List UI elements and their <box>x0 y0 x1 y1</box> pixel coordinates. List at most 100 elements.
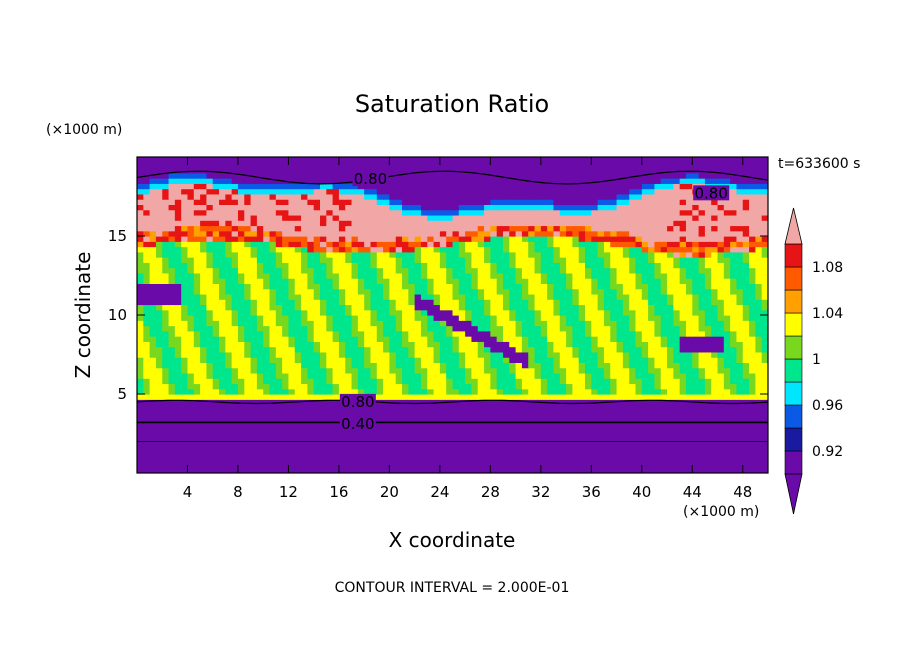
field-cell <box>711 246 719 253</box>
field-cell <box>566 388 573 395</box>
field-cell <box>477 451 485 458</box>
field-cell <box>389 467 397 473</box>
field-cell <box>364 436 372 442</box>
field-cell <box>200 441 208 448</box>
field-cell <box>137 320 144 327</box>
field-cell <box>408 451 416 458</box>
field-cell <box>155 283 163 290</box>
field-cell <box>231 336 239 342</box>
field-cell <box>332 415 340 421</box>
field-cell <box>679 293 687 300</box>
field-cell <box>534 225 542 232</box>
field-cell <box>244 425 252 432</box>
field-cell <box>395 214 403 221</box>
field-cell <box>288 446 296 453</box>
field-cell <box>162 299 170 306</box>
field-cell <box>496 236 504 242</box>
field-cell <box>187 320 195 327</box>
field-cell <box>667 230 674 237</box>
field-cell <box>345 283 353 290</box>
field-cell <box>187 262 195 269</box>
field-cell <box>181 451 189 458</box>
field-cell <box>572 467 580 473</box>
field-cell <box>383 388 390 395</box>
field-cell <box>742 378 750 385</box>
field-cell <box>566 436 573 442</box>
field-cell <box>301 209 308 216</box>
field-cell <box>572 378 580 385</box>
field-cell <box>540 283 548 290</box>
field-cell <box>534 388 542 395</box>
field-cell <box>591 420 599 427</box>
field-cell <box>458 236 466 242</box>
field-cell <box>730 251 738 258</box>
saturation-field: 0.800.800.800.40 <box>137 157 768 473</box>
field-cell <box>282 441 290 448</box>
field-cell <box>357 457 365 464</box>
field-cell <box>603 451 611 458</box>
field-cell <box>458 262 466 269</box>
field-cell <box>698 336 706 342</box>
field-cell <box>206 220 214 227</box>
field-cell <box>301 372 308 379</box>
field-cell <box>603 315 611 321</box>
field-cell <box>553 425 561 432</box>
field-cell <box>667 409 674 416</box>
field-cell <box>553 272 561 279</box>
field-cell <box>168 420 176 427</box>
field-cell <box>616 272 624 279</box>
field-cell <box>685 409 693 416</box>
field-cell <box>547 304 555 311</box>
field-cell <box>137 251 144 258</box>
field-cell <box>200 462 208 469</box>
field-cell <box>572 357 580 363</box>
field-cell <box>395 430 403 437</box>
field-cell <box>673 267 681 274</box>
field-cell <box>622 241 630 248</box>
field-cell <box>395 404 403 411</box>
field-cell <box>648 257 656 263</box>
field-cell <box>717 288 725 295</box>
field-cell <box>187 415 195 421</box>
field-cell <box>553 367 561 374</box>
field-cell <box>692 346 700 353</box>
field-cell <box>383 320 390 327</box>
field-cell <box>654 467 662 473</box>
field-cell <box>351 246 359 253</box>
field-cell <box>275 430 283 437</box>
field-cell <box>193 325 201 332</box>
field-cell <box>364 230 372 237</box>
field-cell <box>515 262 523 269</box>
field-cell <box>471 378 479 385</box>
field-cell <box>673 262 681 269</box>
field-cell <box>149 309 157 316</box>
field-cell <box>610 251 618 258</box>
field-cell <box>137 220 144 227</box>
field-cell <box>313 278 321 284</box>
field-cell <box>193 341 201 348</box>
field-cell <box>149 325 157 332</box>
field-cell <box>730 399 738 406</box>
field-cell <box>332 430 340 437</box>
field-cell <box>181 462 189 469</box>
field-cell <box>742 383 750 390</box>
field-cell <box>383 346 390 353</box>
field-cell <box>515 246 523 253</box>
field-cell <box>515 404 523 411</box>
field-cell <box>679 425 687 432</box>
field-cell <box>559 404 567 411</box>
field-cell <box>490 425 498 432</box>
field-cell <box>749 457 756 464</box>
field-cell <box>313 315 321 321</box>
field-cell <box>389 272 397 279</box>
field-cell <box>597 446 605 453</box>
field-cell <box>319 220 327 227</box>
field-cell <box>395 330 403 337</box>
field-cell <box>193 304 201 311</box>
field-cell <box>736 409 744 416</box>
field-cell <box>206 457 214 464</box>
field-cell <box>597 415 605 421</box>
field-cell <box>439 409 447 416</box>
field-cell <box>420 330 428 337</box>
field-cell <box>471 351 479 358</box>
